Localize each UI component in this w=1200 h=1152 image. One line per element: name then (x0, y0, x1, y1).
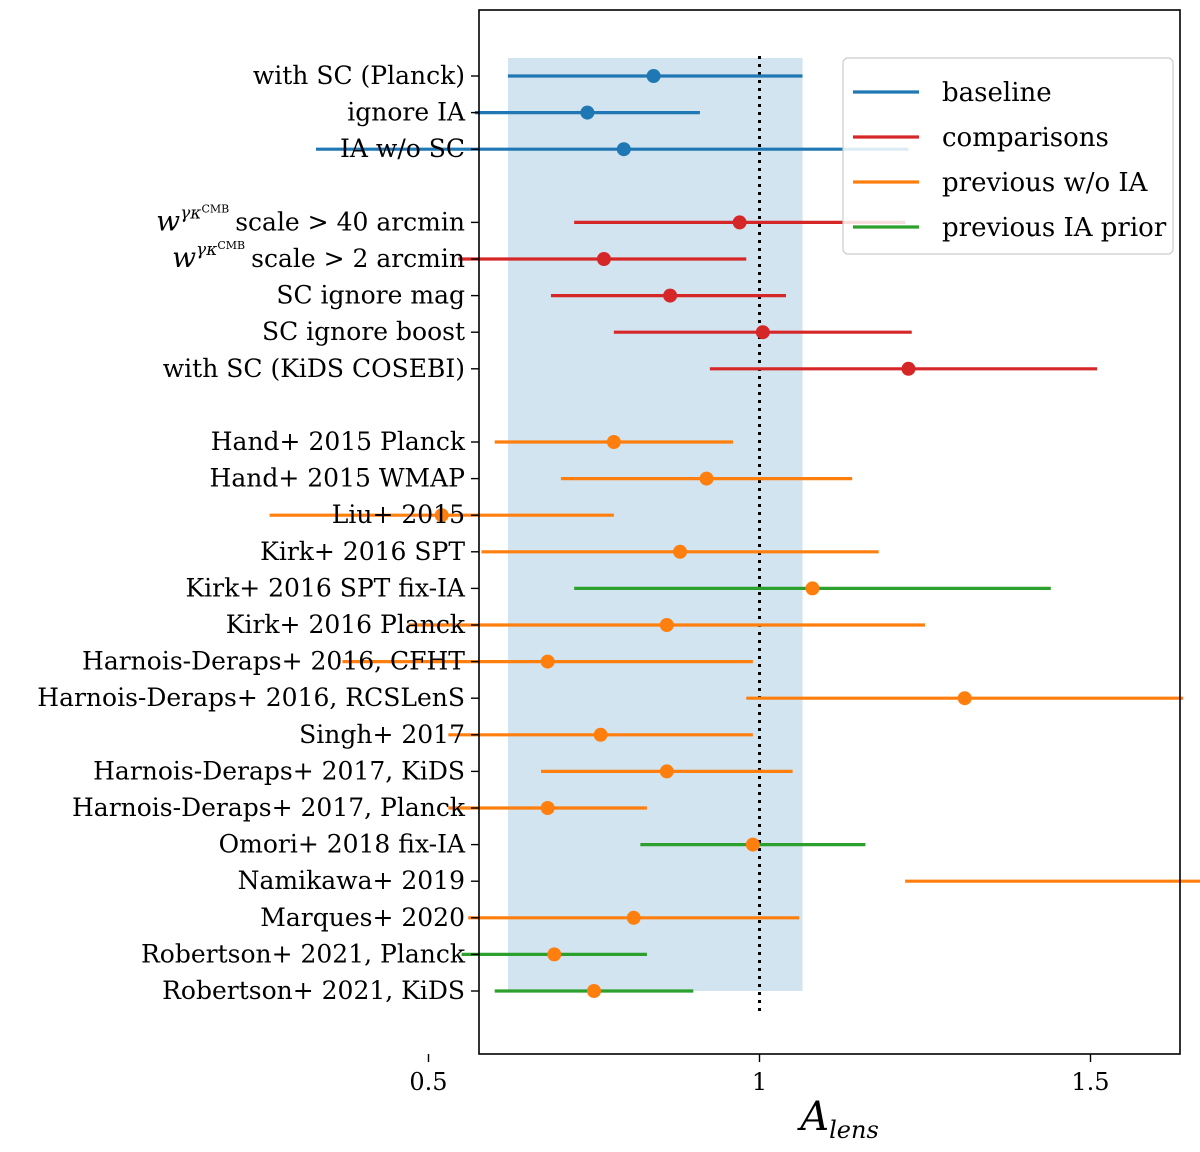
y-tick-label: Kirk+ 2016 SPT fix-IA (185, 573, 465, 602)
data-point (434, 508, 449, 523)
legend-label: comparisons (942, 123, 1109, 153)
errorbar-row (746, 691, 1184, 706)
legend-label: previous w/o IA (942, 168, 1149, 198)
y-tick-label: SC ignore mag (276, 281, 465, 310)
y-tick-label: Marques+ 2020 (260, 903, 465, 932)
errorbar-row (448, 727, 753, 742)
errorbar-row (613, 325, 912, 340)
y-tick-label: Kirk+ 2016 Planck (226, 610, 466, 639)
y-tick-label: SC ignore boost (262, 317, 465, 346)
y-tick-label: Robertson+ 2021, Planck (141, 939, 466, 968)
y-tick-label: Robertson+ 2021, KiDS (162, 976, 465, 1005)
y-tick-label: with SC (KiDS COSEBI) (163, 354, 465, 383)
errorbar-row (494, 435, 734, 449)
legend-box (842, 57, 1174, 255)
x-axis-title: Alens (796, 1094, 879, 1144)
errorbar-row (448, 801, 647, 815)
shaded-band (507, 58, 803, 991)
errorbar-row (461, 947, 647, 962)
data-point (580, 105, 595, 120)
data-point (540, 801, 555, 815)
data-point (540, 654, 555, 669)
y-tick-label: Hand+ 2015 Planck (211, 427, 466, 456)
errorbar-row (550, 288, 786, 303)
errorbar-row (560, 471, 853, 486)
errorbar-row (574, 581, 1051, 596)
errorbar-row (474, 105, 700, 120)
label-superscript: γκ (180, 203, 201, 223)
label-supersuperscript: CMB (201, 202, 229, 215)
y-tick-label: IA w/o SC (340, 134, 465, 163)
data-point (606, 435, 621, 449)
errorbar-row (507, 69, 803, 83)
errorbar-row (468, 910, 800, 925)
errorbar-row (905, 879, 1200, 883)
errorbar-row (342, 654, 753, 669)
x-axis-title-main: A (796, 1094, 829, 1140)
y-tick-label: with SC (Planck) (253, 61, 465, 90)
data-point (901, 361, 916, 376)
label-text: scale > 2 arcmin (251, 244, 465, 273)
y-tick-label: Harnois-Deraps+ 2016, CFHT (82, 647, 465, 676)
errorbar-row (315, 142, 909, 157)
errorbar-row (481, 544, 879, 559)
y-tick-label: Omori+ 2018 fix-IA (219, 830, 466, 859)
data-point (547, 947, 562, 962)
label-text: scale > 40 arcmin (235, 207, 465, 236)
data-point (587, 984, 601, 998)
y-tick-label: Harnois-Deraps+ 2017, KiDS (93, 756, 465, 785)
errorbar-row (494, 984, 694, 998)
data-point (699, 471, 714, 486)
data-point (646, 69, 661, 83)
errorbar-row (408, 618, 925, 632)
y-tick-label: wγκCMB scale > 40 arcmin (156, 202, 465, 237)
data-point (673, 544, 688, 559)
y-tick-label: Kirk+ 2016 SPT (260, 537, 465, 566)
data-point (659, 764, 674, 779)
data-point (957, 691, 972, 706)
data-point (745, 837, 760, 852)
errorbar-row (458, 252, 747, 266)
x-tick-label: 0.5 (409, 1068, 447, 1096)
data-point (805, 581, 820, 596)
data-point (755, 325, 770, 340)
label-superscript: γκ (196, 240, 217, 260)
data-point (626, 910, 641, 925)
errorbar-row (709, 361, 1098, 376)
legend-label: baseline (942, 78, 1052, 108)
y-tick-label: Namikawa+ 2019 (238, 866, 465, 895)
y-tick-label: Harnois-Deraps+ 2017, Planck (72, 793, 466, 822)
y-tick-label: Singh+ 2017 (299, 720, 465, 749)
plot-frame (478, 9, 1181, 1055)
y-tick-label: Hand+ 2015 WMAP (210, 464, 465, 493)
errorbar-row (541, 764, 793, 779)
data-point (663, 288, 678, 303)
label-prefix: w (172, 241, 196, 274)
data-point (659, 618, 674, 632)
data-point (593, 727, 608, 742)
x-axis-title-subscript: lens (829, 1116, 879, 1144)
errorbar-row (269, 508, 614, 523)
data-point (732, 215, 747, 230)
data-point (596, 252, 611, 266)
legend-label: previous IA prior (942, 213, 1167, 243)
data-point (616, 142, 631, 157)
x-tick-label: 1.5 (1071, 1068, 1109, 1096)
errorbar-row (640, 837, 866, 852)
label-supersuperscript: CMB (217, 239, 245, 252)
y-tick-label: wγκCMB scale > 2 arcmin (172, 239, 465, 274)
y-tick-label: Harnois-Deraps+ 2016, RCSLenS (37, 683, 465, 712)
label-prefix: w (156, 204, 180, 237)
y-tick-label: ignore IA (347, 98, 466, 127)
x-tick-label: 1 (752, 1068, 767, 1096)
y-tick-label: Liu+ 2015 (332, 500, 465, 529)
